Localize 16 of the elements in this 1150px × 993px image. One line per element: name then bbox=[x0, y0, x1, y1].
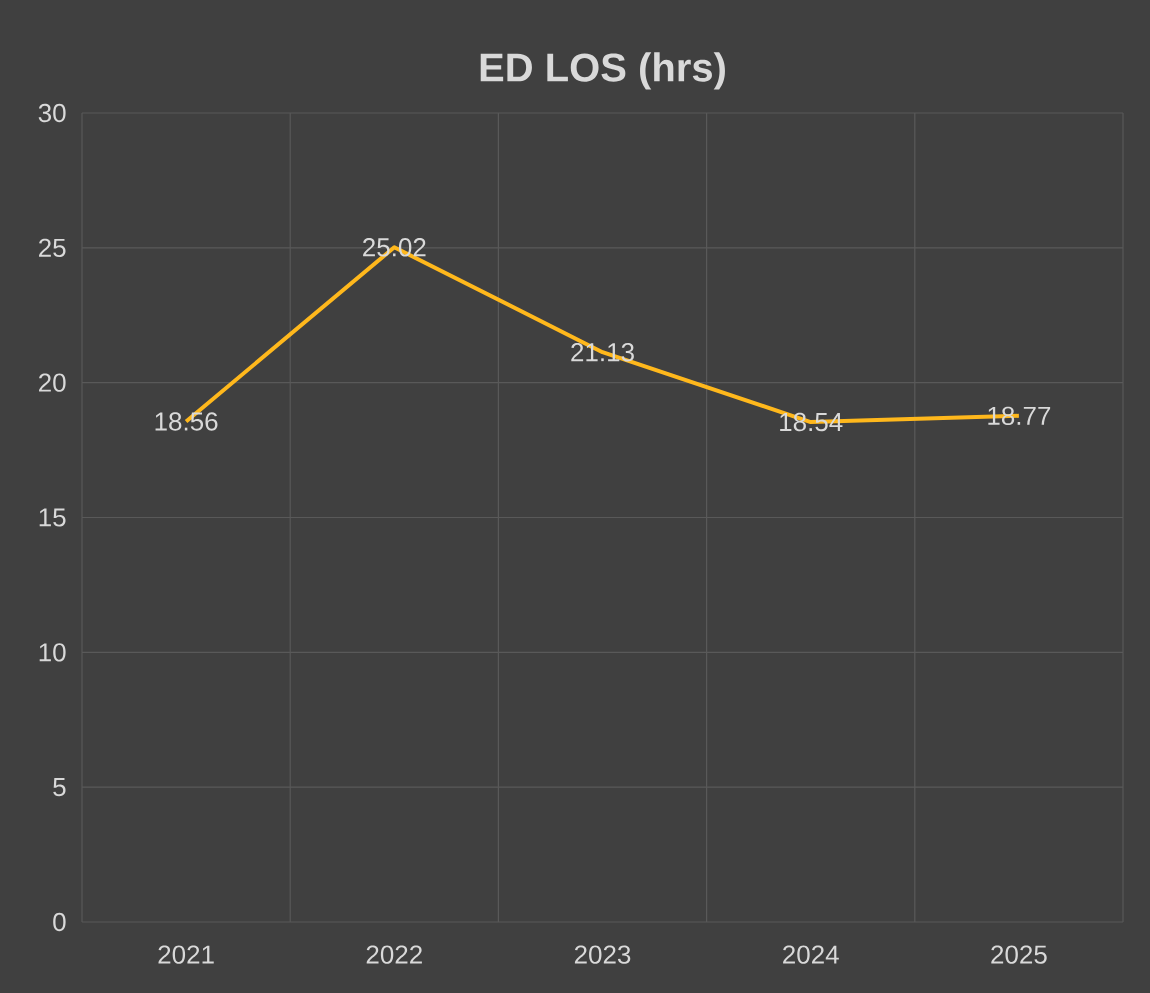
x-tick-label: 2025 bbox=[991, 945, 1047, 964]
y-tick-label: 0 bbox=[53, 912, 66, 932]
y-tick-label: 20 bbox=[39, 373, 66, 392]
y-tick-label: 5 bbox=[53, 778, 66, 797]
x-tick-label: 2021 bbox=[158, 945, 214, 964]
y-tick-label: 25 bbox=[39, 238, 66, 258]
data-label: 18.56 bbox=[155, 412, 218, 431]
y-tick-label: 30 bbox=[38, 103, 66, 123]
x-tick-label: 2022 bbox=[366, 945, 422, 964]
y-tick-label: 15 bbox=[39, 508, 66, 527]
data-label: 25.02 bbox=[363, 238, 426, 257]
x-tick-label: 2024 bbox=[783, 945, 839, 964]
x-tick-label: 2023 bbox=[574, 945, 631, 964]
y-tick-label: 10 bbox=[39, 643, 66, 662]
chart-title: ED LOS (hrs) bbox=[480, 52, 725, 90]
data-label: 18.77 bbox=[988, 406, 1051, 426]
